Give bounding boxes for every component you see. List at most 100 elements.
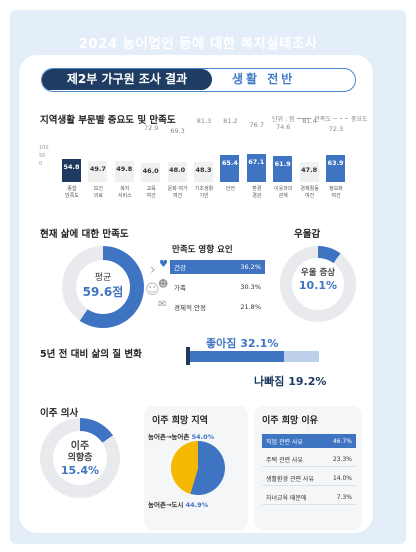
reason-row: 자녀교육 때문에 7.3% — [262, 491, 356, 505]
satisfaction-value: 54.8 — [63, 162, 80, 171]
factor-value: 21.8% — [240, 303, 261, 311]
satisfaction-value: 46.0 — [142, 166, 159, 175]
satisfaction-bar — [220, 154, 240, 182]
category-label: 문화·여가 여건 — [167, 186, 188, 199]
satisfaction-bar — [167, 161, 187, 182]
chevron-right-icon: › — [150, 262, 156, 278]
to-city-slice — [170, 441, 198, 494]
importance-value: 74.6 — [275, 122, 291, 131]
reason-panel — [254, 406, 362, 530]
y-tick: 0 — [39, 161, 43, 167]
factor-row: 건강 36.2% — [170, 260, 265, 274]
worse-label: 나빠짐 19.2% — [254, 373, 326, 389]
satisfaction-value: 48.0 — [169, 165, 186, 174]
worse-label-text: 나빠짐 — [254, 375, 285, 388]
category-label: 안전 — [225, 186, 235, 192]
migration-title: 이주 의사 — [40, 408, 79, 419]
chart-legend: 단위 : 점 만족도 중요도 — [272, 114, 368, 123]
to-rural-value: 54.0% — [191, 433, 215, 441]
importance-value: 81.2 — [223, 117, 238, 126]
to-rural-label: 농어촌→농어촌 54.0% — [148, 431, 214, 441]
importance-value: 69.3 — [170, 127, 185, 136]
legend-satisfaction: 만족도 — [314, 116, 331, 123]
worse-bar — [284, 351, 319, 362]
y-tick: 100 — [39, 145, 49, 151]
satisfaction-value: 48.3 — [195, 165, 212, 174]
heart-icon: ♥ — [159, 259, 168, 270]
satisfaction-bar — [114, 161, 134, 182]
bar-baseline — [186, 347, 190, 365]
to-city-text: 농어촌→도시 — [148, 501, 184, 509]
avg-value: 59.6점 — [82, 285, 124, 299]
depression-title: 우울감 — [294, 229, 321, 240]
satisfaction-value: 47.8 — [301, 165, 318, 174]
satisfaction-bar — [88, 161, 108, 182]
intent-value: 15.4% — [60, 464, 100, 477]
reason-label: 생활환경 관련 사유 — [266, 476, 314, 483]
importance-legend-swatch — [333, 118, 348, 119]
importance-value: 82.0 — [117, 116, 133, 125]
factor-row: 경제적 안정 21.8% — [170, 300, 265, 314]
reason-label: 직업 관련 사유 — [266, 438, 303, 446]
factor-value: 30.3% — [240, 283, 261, 291]
satisfaction-value: 49.8 — [116, 165, 133, 174]
better-label-text: 좋아짐 — [206, 337, 237, 350]
factor-label: 가족 — [174, 284, 186, 292]
intent-label-2: 의향층 — [67, 453, 93, 463]
reason-label: 주택 관련 사유 — [266, 457, 303, 464]
main-title: 2024 농어업인 등에 대한 복지실태조사 — [78, 36, 318, 52]
reason-title: 이주 희망 이유 — [262, 416, 318, 426]
depression-value: 10.1% — [298, 279, 338, 292]
better-label: 좋아짐 32.1% — [206, 335, 278, 351]
region-pie-chart — [170, 441, 225, 495]
importance-value: 81.4 — [302, 117, 317, 126]
reason-value: 7.3% — [336, 494, 352, 501]
reason-value: 23.3% — [332, 456, 352, 463]
reason-row: 생활환경 관련 사유 14.0% — [262, 472, 356, 486]
factor-row: 가족 30.3% — [170, 280, 265, 294]
section-banner: 제2부 가구원 조사 결과 생활 전반 — [41, 68, 356, 92]
satisfaction-bar — [326, 155, 345, 182]
depression-label: 우울 증상 — [300, 268, 336, 278]
satisfaction-value: 65.4 — [221, 158, 238, 167]
importance-value: 76.7 — [249, 121, 265, 130]
better-bar — [188, 351, 285, 362]
importance-value: 72.9 — [143, 124, 159, 133]
life-satisfaction-title: 현재 삶에 대한 만족도 — [40, 229, 129, 240]
satisfaction-value: 67.1 — [248, 157, 265, 166]
to-city-label: 농어촌→도시 44.9% — [148, 499, 208, 509]
satisfaction-legend-swatch — [297, 118, 312, 119]
factor-label: 경제적 안정 — [174, 304, 206, 312]
factor-value: 36.2% — [240, 263, 261, 271]
to-rural-text: 농어촌→농어촌 — [148, 433, 190, 441]
change-title: 5년 전 대비 삶의 질 변화 — [40, 349, 142, 360]
family-icon: ☻ — [158, 279, 169, 290]
category-label: 보건 의료 — [93, 186, 103, 199]
person-icon: ☺ — [145, 282, 160, 298]
satisfaction-bar — [62, 158, 81, 182]
category-label: 기초생활 기반 — [194, 186, 214, 199]
factors-title: 만족도 영향 요인 — [172, 245, 233, 255]
intent-label-1: 이주 — [70, 441, 90, 452]
money-icon: ✉ — [158, 299, 167, 310]
legend-importance: 중요도 — [350, 116, 368, 123]
chart-title: 지역생활 부문별 중요도 및 만족도 — [40, 115, 176, 126]
to-rural-slice — [190, 441, 225, 495]
importance-value: 72.3 — [328, 124, 344, 133]
satisfaction-bar — [141, 162, 161, 182]
satisfaction-bar — [246, 153, 266, 182]
banner-part-title: 제2부 가구원 조사 결과 — [42, 69, 212, 90]
category-label: 복지 서비스 — [117, 186, 132, 199]
ring-hole — [53, 431, 107, 485]
satisfaction-bar — [194, 161, 213, 182]
category-label: 경제활동 여건 — [300, 186, 319, 199]
y-tick: 50 — [39, 153, 46, 159]
category-label: 이웃과의 관계 — [273, 186, 293, 199]
category-label: 환경 경관 — [252, 186, 262, 199]
better-value: 32.1% — [240, 337, 279, 350]
ring-hole — [76, 260, 130, 314]
unit-label: 단위 : 점 — [272, 116, 295, 123]
reason-label: 자녀교육 때문에 — [266, 495, 307, 502]
reason-row: 주택 관련 사유 23.3% — [262, 453, 356, 467]
importance-value: 85.9 — [91, 113, 106, 122]
